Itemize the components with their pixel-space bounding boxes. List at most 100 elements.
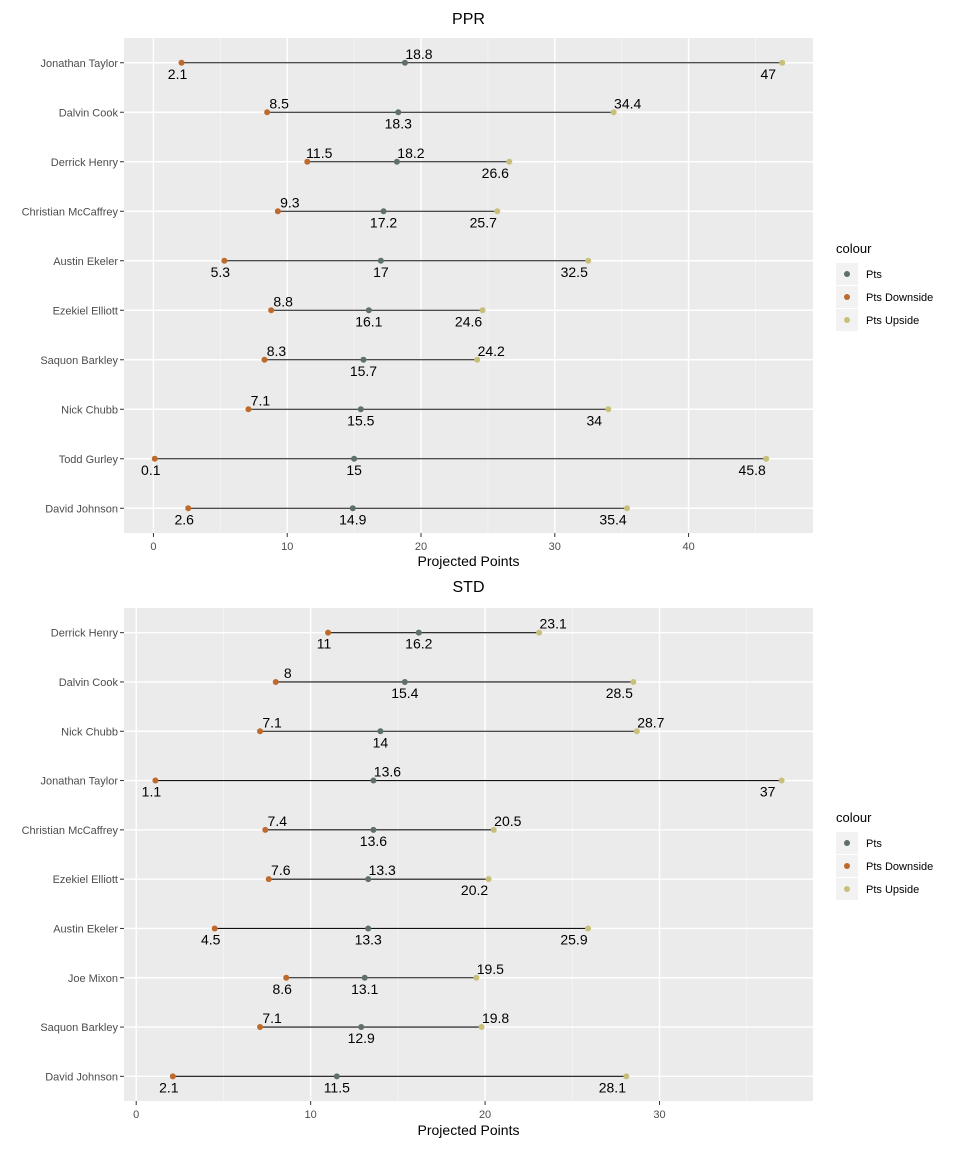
data-label-upside: 25.7 — [470, 214, 497, 230]
legend-swatch — [844, 317, 850, 323]
data-label-upside: 37 — [760, 784, 776, 800]
data-label-downside: 7.1 — [251, 392, 271, 408]
data-label-upside: 28.7 — [637, 714, 664, 730]
point-downside — [325, 629, 332, 636]
point-pts — [415, 629, 422, 636]
y-tick-label: Austin Ekeler — [53, 256, 118, 268]
data-label-downside: 2.6 — [174, 511, 194, 527]
data-label-upside: 20.5 — [494, 813, 521, 829]
point-downside — [268, 307, 275, 314]
point-downside — [257, 728, 264, 735]
plot-panel-background — [124, 608, 813, 1101]
legend-title: colour — [836, 810, 872, 825]
data-label-upside: 47 — [760, 66, 776, 82]
point-downside — [221, 257, 228, 264]
point-upside — [506, 158, 513, 165]
point-pts — [393, 158, 400, 165]
data-label-pts: 16.1 — [355, 313, 382, 329]
point-downside — [283, 974, 290, 981]
legend: colour Pts Pts Downside Pts Upside — [836, 241, 933, 331]
data-label-downside: 8.5 — [269, 95, 289, 111]
point-upside — [479, 307, 486, 314]
data-label-downside: 8.8 — [273, 293, 293, 309]
data-label-pts: 15.7 — [350, 363, 377, 379]
point-upside — [585, 257, 592, 264]
y-tick-label: Jonathan Taylor — [41, 58, 119, 70]
x-tick-label: 20 — [415, 541, 427, 553]
point-upside — [536, 629, 543, 636]
data-label-upside: 32.5 — [561, 264, 588, 280]
point-pts — [361, 974, 368, 981]
data-label-upside: 23.1 — [540, 616, 567, 632]
point-pts — [401, 678, 408, 685]
legend-swatch — [844, 840, 850, 846]
legend-swatch — [844, 863, 850, 869]
point-downside — [178, 59, 185, 66]
y-tick-label: Dalvin Cook — [59, 107, 119, 119]
data-label-downside: 7.6 — [271, 862, 291, 878]
data-label-pts: 13.6 — [374, 764, 401, 780]
point-downside — [304, 158, 311, 165]
data-label-upside: 45.8 — [739, 462, 766, 478]
x-tick-label: 10 — [281, 541, 293, 553]
y-tick-label: Joe Mixon — [68, 973, 118, 985]
data-label-upside: 19.8 — [482, 1010, 509, 1026]
point-upside — [494, 208, 501, 215]
point-pts — [370, 777, 377, 784]
y-tick-label: Ezekiel Elliott — [53, 874, 118, 886]
x-tick-label: 0 — [150, 541, 156, 553]
data-label-upside: 28.1 — [599, 1079, 626, 1095]
data-label-downside: 7.1 — [262, 1010, 282, 1026]
legend-label: Pts Downside — [866, 292, 933, 304]
point-pts — [351, 455, 358, 462]
data-label-downside: 7.4 — [268, 813, 288, 829]
point-upside — [630, 678, 637, 685]
y-tick-label: Saquon Barkley — [40, 355, 118, 367]
data-label-pts: 13.1 — [351, 981, 378, 997]
legend-swatch — [844, 886, 850, 892]
x-tick-label: 30 — [653, 1109, 665, 1121]
y-tick-label: Saquon Barkley — [40, 1022, 118, 1034]
point-upside — [473, 974, 480, 981]
legend-label: Pts — [866, 269, 882, 281]
data-label-pts: 15.5 — [347, 412, 374, 428]
legend-label: Pts Downside — [866, 861, 933, 873]
data-label-downside: 7.1 — [262, 714, 282, 730]
point-upside — [778, 777, 785, 784]
point-downside — [262, 826, 269, 833]
point-downside — [274, 208, 281, 215]
point-downside — [151, 455, 158, 462]
data-label-upside: 25.9 — [560, 931, 587, 947]
point-pts — [333, 1073, 340, 1080]
data-label-downside: 8 — [284, 665, 292, 681]
x-axis-label: Projected Points — [418, 553, 520, 569]
chart-title: PPR — [452, 11, 485, 28]
data-label-pts: 18.2 — [397, 145, 424, 161]
y-tick-label: David Johnson — [45, 503, 118, 515]
point-upside — [633, 728, 640, 735]
point-downside — [169, 1073, 176, 1080]
point-upside — [474, 356, 481, 363]
data-label-pts: 17 — [373, 264, 389, 280]
point-upside — [610, 109, 617, 116]
plot-panel-background — [124, 38, 813, 533]
x-axis-label: Projected Points — [418, 1122, 520, 1138]
data-label-downside: 9.3 — [280, 194, 300, 210]
legend-label: Pts Upside — [866, 884, 919, 896]
point-pts — [365, 925, 372, 932]
data-label-downside: 2.1 — [159, 1079, 179, 1095]
point-pts — [358, 1024, 365, 1031]
data-label-pts: 14 — [373, 734, 389, 750]
data-label-downside: 8.3 — [267, 343, 287, 359]
point-downside — [261, 356, 268, 363]
data-label-downside: 8.6 — [272, 981, 292, 997]
point-pts — [401, 59, 408, 66]
data-label-pts: 13.3 — [369, 862, 396, 878]
x-tick-label: 30 — [549, 541, 561, 553]
data-label-pts: 18.8 — [405, 46, 432, 62]
data-label-upside: 35.4 — [599, 511, 626, 527]
data-label-upside: 24.6 — [455, 313, 482, 329]
data-label-downside: 0.1 — [141, 462, 161, 478]
y-tick-label: Dalvin Cook — [59, 677, 119, 689]
x-tick-label: 40 — [682, 541, 694, 553]
